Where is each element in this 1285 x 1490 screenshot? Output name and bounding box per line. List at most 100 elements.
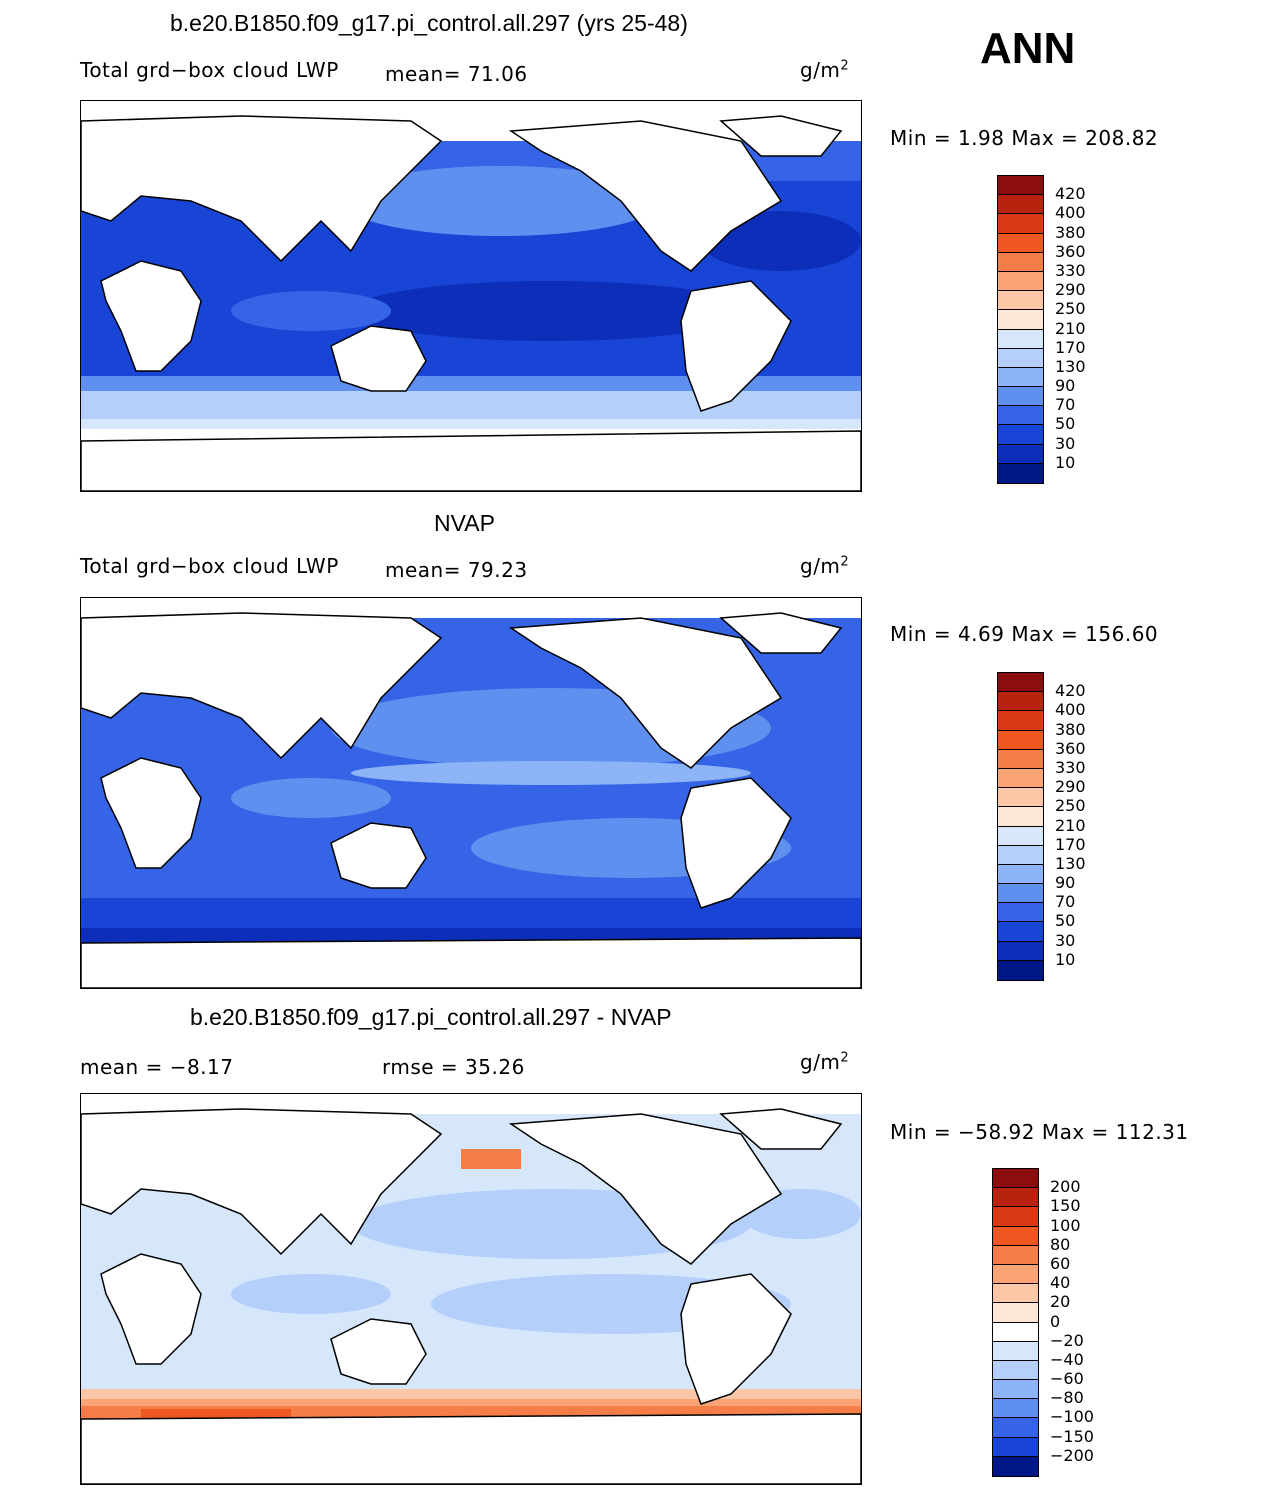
colorbar-tick-label: 170 [1055,337,1086,357]
colorbar-tick-label: 50 [1055,911,1076,931]
colorbar-tick-label: 70 [1055,395,1076,415]
panel3-mean: mean = −8.17 [80,1055,234,1079]
colorbar-tick-label: 330 [1055,757,1086,777]
colorbar-tick-label: 250 [1055,796,1086,816]
panel2-variable-label: Total grd−box cloud LWP [80,554,339,578]
panel2-mean: mean= 79.23 [385,558,528,582]
colorbar-tick-label: 10 [1055,949,1076,969]
colorbar-tick-label: 210 [1055,318,1086,338]
colorbar-cell [998,329,1043,349]
colorbar-cell [993,1341,1038,1361]
colorbar-cell [998,252,1043,272]
colorbar-tick-label: 10 [1055,452,1076,472]
colorbar-tick-label: 80 [1050,1234,1071,1254]
colorbar-tick-label: 90 [1055,376,1076,396]
colorbar-cell [998,711,1043,731]
colorbar-cell [998,673,1043,693]
panel2-map-svg [81,598,861,988]
colorbar-tick-label: 290 [1055,280,1086,300]
panel3-map [80,1093,862,1485]
colorbar-tick-label: 400 [1055,700,1086,720]
colorbar-tick-label: −60 [1050,1369,1084,1389]
colorbar-tick-label: −100 [1050,1407,1094,1427]
colorbar-tick-label: −80 [1050,1388,1084,1408]
colorbar-cell [998,463,1043,483]
colorbar-cell [998,387,1043,407]
panel1-colorbar [997,175,1044,484]
colorbar-cell [998,176,1043,196]
colorbar-tick-label: 210 [1055,815,1086,835]
panel2-colorbar [997,672,1044,981]
colorbar-tick-label: 90 [1055,873,1076,893]
colorbar-cell [993,1188,1038,1208]
panel3-minmax: Min = −58.92 Max = 112.31 [890,1120,1189,1144]
colorbar-tick-label: 0 [1050,1311,1061,1331]
panel2-units: g/m2 [800,554,850,578]
colorbar-cell [993,1418,1038,1438]
panel3-colorbar [992,1168,1039,1477]
colorbar-tick-label: 100 [1050,1215,1081,1235]
colorbar-tick-label: −40 [1050,1349,1084,1369]
colorbar-tick-label: −200 [1050,1445,1094,1465]
colorbar-cell [998,271,1043,292]
colorbar-tick-label: −150 [1050,1426,1094,1446]
colorbar-cell [998,749,1043,769]
colorbar-cell [998,807,1043,827]
colorbar-tick-label: 360 [1055,241,1086,261]
colorbar-cell [993,1456,1038,1476]
colorbar-cell [993,1264,1038,1285]
colorbar-tick-label: 130 [1055,853,1086,873]
colorbar-tick-label: 50 [1055,414,1076,434]
panel3-map-svg [81,1094,861,1484]
colorbar-cell [993,1169,1038,1189]
colorbar-cell [993,1207,1038,1227]
colorbar-cell [998,425,1043,445]
colorbar-tick-label: 290 [1055,777,1086,797]
colorbar-tick-label: 380 [1055,222,1086,242]
colorbar-cell [993,1437,1038,1457]
colorbar-cell [998,960,1043,980]
colorbar-cell [998,903,1043,923]
colorbar-cell [993,1284,1038,1304]
panel2-map [80,597,862,989]
colorbar-tick-label: 30 [1055,930,1076,950]
colorbar-cell [998,826,1043,846]
colorbar-tick-label: 170 [1055,834,1086,854]
panel1-minmax: Min = 1.98 Max = 208.82 [890,126,1159,150]
colorbar-tick-label: −20 [1050,1330,1084,1350]
colorbar-cell [993,1380,1038,1400]
panel1-map-svg [81,101,861,491]
colorbar-cell [998,406,1043,426]
colorbar-cell [998,845,1043,865]
panel1-mean: mean= 71.06 [385,62,528,86]
colorbar-cell [998,195,1043,215]
panel3-title: b.e20.B1850.f09_g17.pi_control.all.297 -… [190,1004,672,1030]
colorbar-cell [998,233,1043,253]
panel2-minmax: Min = 4.69 Max = 156.60 [890,622,1159,646]
colorbar-cell [993,1303,1038,1323]
colorbar-cell [998,922,1043,942]
colorbar-tick-label: 380 [1055,719,1086,739]
panel1-title: b.e20.B1850.f09_g17.pi_control.all.297 (… [170,10,688,36]
colorbar-cell [998,214,1043,234]
panel1-variable-label: Total grd−box cloud LWP [80,58,339,82]
panel2-title: NVAP [434,510,495,536]
colorbar-cell [998,367,1043,388]
colorbar-tick-label: 420 [1055,681,1086,701]
colorbar-cell [998,310,1043,330]
colorbar-tick-label: 360 [1055,738,1086,758]
colorbar-cell [998,768,1043,789]
panel1-map [80,100,862,492]
colorbar-cell [993,1360,1038,1381]
colorbar-cell [993,1245,1038,1265]
colorbar-tick-label: 20 [1050,1292,1071,1312]
colorbar-cell [998,692,1043,712]
colorbar-tick-label: 70 [1055,892,1076,912]
colorbar-cell [998,348,1043,368]
colorbar-cell [998,864,1043,885]
colorbar-cell [998,444,1043,464]
colorbar-tick-label: 150 [1050,1196,1081,1216]
panel3-rmse: rmse = 35.26 [382,1055,525,1079]
panel1-units: g/m2 [800,58,850,82]
colorbar-cell [998,291,1043,311]
